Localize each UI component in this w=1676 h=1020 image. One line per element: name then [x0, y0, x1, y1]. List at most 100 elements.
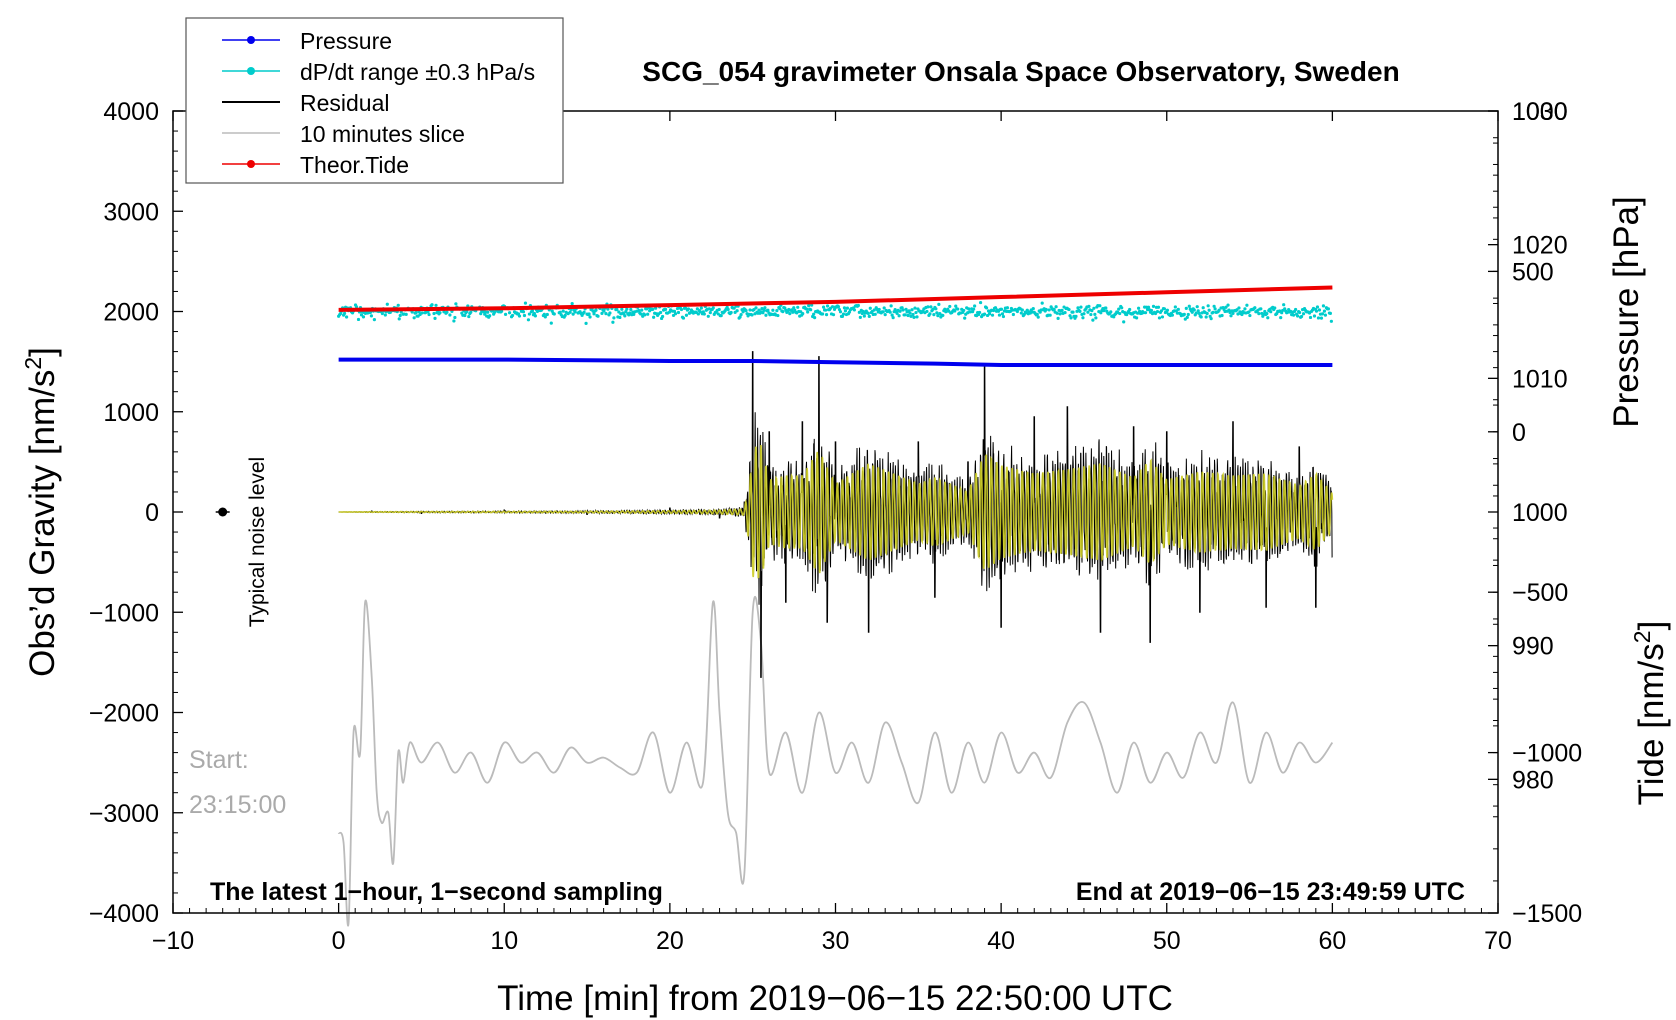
dpdt-point [454, 302, 458, 306]
dpdt-point [925, 309, 929, 314]
dpdt-point [883, 312, 887, 317]
dpdt-point [962, 308, 966, 313]
legend-label: 10 minutes slice [300, 121, 465, 147]
dpdt-point [732, 306, 736, 310]
dpdt-point [842, 306, 847, 310]
dpdt-point [1294, 307, 1298, 312]
dpdt-point [1044, 307, 1048, 312]
dpdt-point [434, 303, 438, 307]
tide-tick-label: −1000 [1512, 740, 1582, 768]
dpdt-point [967, 307, 971, 311]
dpdt-point [517, 314, 522, 318]
x-tick-label: 0 [332, 927, 346, 955]
dpdt-point [552, 312, 556, 316]
dpdt-point [675, 306, 680, 311]
dpdt-point [1229, 314, 1233, 318]
pressure-tick-label: 1020 [1512, 232, 1568, 260]
dpdt-point [623, 314, 627, 318]
dpdt-point [1323, 313, 1328, 317]
legend-label: Residual [300, 90, 390, 116]
y-axis-label-sup: 2 [20, 357, 46, 370]
dpdt-point [679, 307, 684, 312]
noise-level-marker [218, 507, 228, 517]
y-tick-label: 4000 [103, 98, 159, 126]
dpdt-point [624, 310, 628, 314]
dpdt-point [954, 304, 958, 308]
dpdt-point [383, 313, 387, 317]
dpdt-point [573, 310, 577, 314]
dpdt-point [1091, 318, 1095, 322]
dpdt-point [778, 307, 782, 311]
dpdt-point [629, 307, 633, 312]
dpdt-point [663, 307, 668, 312]
dpdt-point [608, 311, 612, 315]
dpdt-point [1047, 308, 1051, 312]
tide-axis-label: Tide [nm/s2] [1629, 621, 1671, 806]
dpdt-point [702, 312, 706, 316]
dpdt-point [1069, 316, 1073, 320]
dpdt-point [1236, 312, 1240, 316]
dpdt-point [1204, 315, 1208, 319]
dpdt-point [982, 312, 987, 316]
legend: Pressure dP/dt range ±0.3 hPa/s Residual 10… [185, 17, 564, 184]
tide-tick-label: 1000 [1512, 98, 1568, 126]
x-tick-label: 10 [490, 927, 518, 955]
dpdt-point [1329, 319, 1333, 323]
dpdt-point [380, 311, 384, 316]
dpdt-point [651, 307, 655, 311]
y-tick-label: −3000 [89, 800, 159, 828]
dpdt-point [1052, 307, 1056, 311]
dpdt-point [877, 307, 881, 312]
dpdt-point [467, 314, 471, 319]
dpdt-point [978, 300, 983, 305]
legend-box [185, 17, 564, 184]
dpdt-point [1319, 316, 1324, 320]
dpdt-point [796, 305, 800, 309]
dpdt-point [500, 309, 504, 313]
dpdt-point [1054, 305, 1058, 309]
dpdt-point [895, 311, 899, 315]
y-tick-label: −1000 [89, 599, 159, 627]
dpdt-point [1159, 309, 1164, 313]
dpdt-point [868, 306, 872, 310]
dpdt-point [582, 310, 586, 314]
dpdt-point [1201, 306, 1205, 310]
dpdt-point [807, 304, 811, 308]
dpdt-point [744, 309, 748, 313]
dpdt-point [463, 313, 467, 318]
dpdt-point [681, 316, 686, 320]
tide-axis-label-text: Tide [nm/s [1632, 643, 1671, 805]
dpdt-point [820, 312, 825, 316]
dpdt-point [717, 307, 721, 312]
chart-title: SCG_054 gravimeter Onsala Space Observat… [642, 56, 1399, 87]
dpdt-point [726, 307, 730, 312]
dpdt-point [1094, 316, 1098, 320]
dpdt-point [1086, 310, 1090, 314]
dpdt-point [972, 307, 976, 311]
dpdt-point [941, 313, 945, 318]
dpdt-point [898, 309, 902, 313]
dpdt-point [1212, 304, 1216, 308]
dpdt-point [738, 315, 742, 319]
dpdt-point [1005, 306, 1010, 310]
bottom-left-note: The latest 1−hour, 1−second sampling [210, 878, 663, 906]
dpdt-point [914, 310, 918, 315]
dpdt-point [990, 313, 995, 317]
dpdt-point [862, 314, 866, 318]
dpdt-point [929, 305, 933, 309]
dpdt-point [602, 309, 606, 313]
bottom-right-note: End at 2019−06−15 23:49:59 UTC [1076, 878, 1465, 906]
dpdt-point [956, 307, 960, 311]
dpdt-point [354, 305, 359, 309]
dpdt-point [643, 313, 647, 317]
dpdt-point [465, 309, 469, 314]
dpdt-point [1036, 315, 1040, 319]
start-time-label: 23:15:00 [189, 791, 286, 819]
dpdt-point [762, 308, 766, 312]
dpdt-point [1213, 307, 1217, 311]
dpdt-point [748, 308, 752, 312]
dpdt-point [600, 311, 604, 315]
dpdt-point [526, 318, 531, 322]
dpdt-point [1081, 316, 1085, 320]
